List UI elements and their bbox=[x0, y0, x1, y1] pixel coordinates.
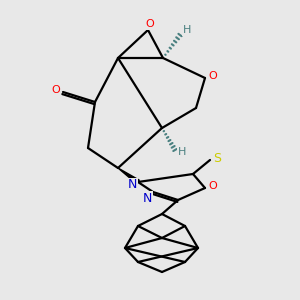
Text: N: N bbox=[142, 191, 152, 205]
Polygon shape bbox=[118, 168, 139, 184]
Text: O: O bbox=[146, 19, 154, 29]
Text: O: O bbox=[52, 85, 60, 95]
Text: N: N bbox=[127, 178, 137, 191]
Text: O: O bbox=[208, 71, 217, 81]
Text: S: S bbox=[213, 152, 221, 164]
Text: H: H bbox=[178, 147, 186, 157]
Text: H: H bbox=[183, 25, 191, 35]
Text: O: O bbox=[208, 181, 217, 191]
